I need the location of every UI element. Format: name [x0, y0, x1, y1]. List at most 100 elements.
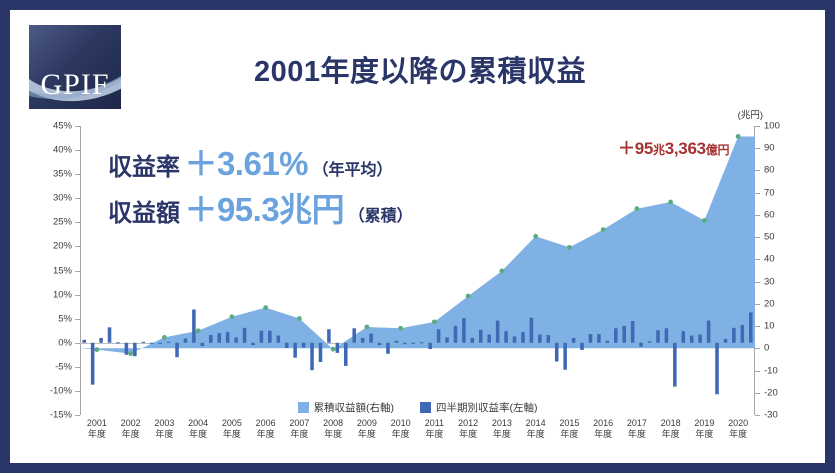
- x-axis-year: 2012: [458, 418, 479, 428]
- quarterly-return-bars: [82, 309, 753, 395]
- x-axis-label: 2012 年度: [458, 418, 478, 441]
- left-axis-tick-label: 20%: [52, 240, 72, 252]
- left-axis-tick-label: -10%: [49, 385, 72, 397]
- chart-svg: [80, 134, 755, 395]
- cumulative-total-annotation: ＋95兆3,363億円: [618, 134, 729, 159]
- x-axis-year-suffix: 年度: [526, 429, 545, 440]
- x-axis-year-suffix: 年度: [324, 429, 343, 440]
- cumulative-data-point: [263, 305, 269, 311]
- right-axis-tick-label: -30: [764, 409, 778, 421]
- left-axis-tick-label: 30%: [52, 192, 72, 204]
- left-axis-tick: [75, 366, 80, 368]
- left-axis-tick: [75, 270, 80, 272]
- x-axis-year: 2007: [289, 418, 310, 428]
- right-axis-tick-label: -10: [764, 364, 778, 376]
- quarterly-return-bar: [149, 342, 154, 344]
- x-axis-year: 2005: [221, 418, 242, 428]
- x-axis-year: 2009: [356, 418, 377, 428]
- cumulative-data-point: [128, 351, 134, 357]
- callout-label: 収益額: [108, 200, 180, 227]
- right-axis-tick-label: 20: [764, 298, 775, 310]
- quarterly-return-bar: [436, 329, 441, 343]
- quarterly-return-bar: [580, 342, 584, 350]
- legend-item-quarterly[interactable]: 四半期別収益率(左軸): [420, 400, 538, 415]
- x-axis-label: 2014 年度: [526, 418, 546, 441]
- quarterly-return-bar: [107, 327, 112, 343]
- right-axis-tick: [755, 392, 760, 394]
- quarterly-return-bar: [453, 325, 458, 343]
- right-axis-tick-label: 30: [764, 275, 775, 287]
- quarterly-return-bar: [124, 342, 129, 355]
- annotation-unit-cho: 兆: [653, 143, 665, 157]
- left-axis-tick: [75, 198, 80, 200]
- x-axis-year-suffix: 年度: [560, 429, 579, 440]
- cumulative-data-point: [735, 134, 741, 139]
- callout-value: ＋3.61%: [184, 145, 309, 182]
- x-axis-label: 2016 年度: [593, 418, 613, 441]
- x-axis-label: 2015 年度: [559, 418, 579, 441]
- left-axis-tick-label: 10%: [52, 288, 72, 300]
- right-axis-tick-label: -20: [764, 387, 778, 399]
- quarterly-return-bar: [723, 338, 728, 343]
- right-axis-tick-label: 80: [764, 164, 775, 176]
- callout-return-amount: 収益額 ＋95.3兆円 （累積）: [108, 193, 413, 226]
- legend-item-cumulative[interactable]: 累積収益額(右軸): [297, 400, 394, 415]
- x-axis-year-suffix: 年度: [121, 429, 140, 440]
- left-axis-tick: [75, 415, 80, 416]
- right-axis-tick-label: 60: [764, 209, 775, 221]
- x-axis-label: 2004 年度: [188, 418, 208, 441]
- x-axis-year-suffix: 年度: [594, 429, 613, 440]
- x-axis-label: 2013 年度: [492, 418, 512, 441]
- x-axis-year: 2017: [626, 418, 647, 428]
- cumulative-data-point: [634, 206, 640, 212]
- left-axis-tick: [75, 342, 80, 344]
- quarterly-return-bar: [647, 341, 652, 343]
- quarterly-return-bar: [462, 318, 466, 343]
- right-axis-tick: [755, 214, 760, 216]
- quarterly-return-bar: [495, 320, 500, 343]
- x-axis-labels: 2001 年度 2002 年度 2003 年度 2004 年度 2005 年度 2006 年度 2007…: [80, 418, 755, 452]
- x-axis-year-suffix: 年度: [391, 429, 410, 440]
- right-axis-tick: [755, 303, 760, 305]
- quarterly-return-bar: [284, 342, 289, 349]
- quarterly-return-bar: [251, 342, 255, 346]
- callout-value: ＋95.3兆円: [184, 191, 345, 228]
- callout-suffix: （累積）: [348, 208, 413, 225]
- quarterly-return-bar: [597, 334, 601, 343]
- annotation-number: 3,363: [664, 139, 706, 158]
- cumulative-data-point-markers: [94, 134, 741, 357]
- x-axis-year-suffix: 年度: [222, 429, 241, 440]
- right-axis-tick-label: 10: [764, 320, 775, 332]
- quarterly-return-bar: [360, 337, 365, 343]
- x-axis-year: 2016: [593, 418, 614, 428]
- x-axis-year: 2010: [390, 418, 411, 428]
- cumulative-data-point: [600, 227, 606, 232]
- quarterly-return-bar: [698, 334, 702, 343]
- x-axis-year-suffix: 年度: [290, 429, 309, 440]
- x-axis-year: 2020: [728, 418, 749, 428]
- quarterly-return-bar: [403, 342, 407, 345]
- cumulative-data-point: [330, 346, 336, 352]
- left-axis-tick-label: 15%: [52, 264, 72, 276]
- quarterly-return-bar: [116, 342, 120, 344]
- quarterly-return-bar: [689, 335, 694, 343]
- quarterly-return-bar: [521, 332, 525, 343]
- left-axis-tick: [75, 318, 80, 320]
- x-axis-year: 2006: [255, 418, 276, 428]
- right-axis-tick: [755, 348, 760, 350]
- quarterly-return-bar: [310, 342, 314, 371]
- x-axis-year: 2003: [154, 418, 175, 428]
- cumulative-data-point: [229, 314, 235, 320]
- x-axis-year: 2011: [424, 418, 445, 428]
- quarterly-return-bar: [554, 342, 559, 362]
- quarterly-return-bar: [487, 334, 491, 343]
- x-axis-label: 2002 年度: [121, 418, 141, 441]
- x-axis-year: 2013: [491, 418, 512, 428]
- quarterly-return-bar: [504, 331, 508, 343]
- quarterly-return-bar: [234, 337, 238, 343]
- legend-swatch-icon: [297, 402, 309, 413]
- x-axis-year: 2001: [86, 418, 107, 428]
- callout-label: 収益率: [108, 154, 180, 181]
- x-axis-year-suffix: 年度: [492, 429, 511, 440]
